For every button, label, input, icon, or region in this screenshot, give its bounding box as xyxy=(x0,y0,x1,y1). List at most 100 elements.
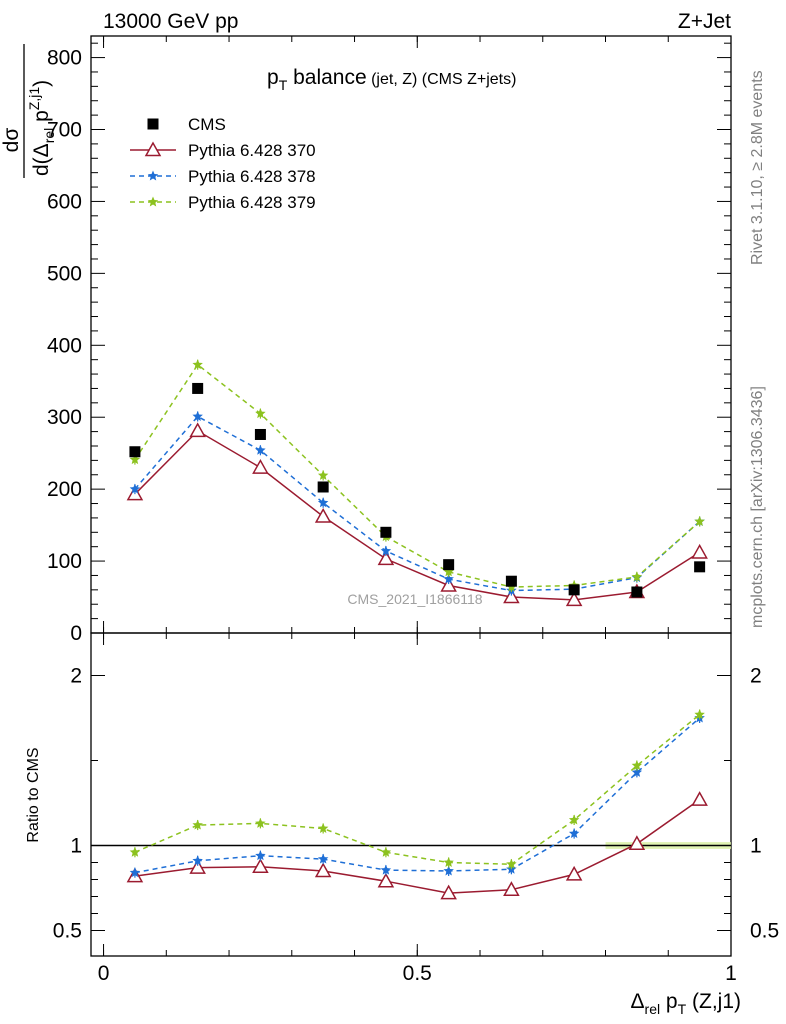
legend: CMS Pythia 6.428 370 Pythia 6.428 378 Pythi… xyxy=(130,115,316,212)
axis-ticks: 0 0.5 1 0 100 200 300 400 500 600 700 800 0.5 0.5 1 1 2 2 xyxy=(47,36,779,985)
legend-marker xyxy=(147,196,159,207)
data-point xyxy=(380,526,392,538)
ratio-point xyxy=(255,817,266,828)
legend-label: Pythia 6.428 378 xyxy=(188,167,316,186)
ratio-tick-label: 1 xyxy=(70,835,82,858)
ratio-tick-label: 0.5 xyxy=(53,920,82,943)
ratio-point xyxy=(691,791,708,806)
ratio-point xyxy=(628,835,646,851)
legend-label: Pythia 6.428 370 xyxy=(188,141,316,160)
data-point xyxy=(694,516,705,526)
ratio-point xyxy=(440,884,457,900)
ratio-point xyxy=(631,766,643,777)
ratio-point xyxy=(189,859,206,874)
x-tick-label: 1 xyxy=(725,962,737,985)
data-point xyxy=(443,573,454,584)
ratio-point xyxy=(506,858,517,869)
chart-title: pT balance (jet, Z) (CMS Z+jets) xyxy=(267,66,516,93)
top-panel-frame xyxy=(90,35,732,634)
legend-entry: Pythia 6.428 378 xyxy=(130,167,316,186)
data-point xyxy=(694,561,706,573)
ratio-point xyxy=(443,865,454,876)
data-point xyxy=(192,411,203,421)
ratio-point xyxy=(255,850,266,861)
data-point xyxy=(129,446,141,458)
series-line-values xyxy=(134,363,701,588)
legend-marker xyxy=(147,170,159,181)
series-layer xyxy=(126,359,708,900)
data-point xyxy=(631,571,643,582)
ratio-point xyxy=(503,881,520,896)
analysis-watermark: CMS_2021_I1866118 xyxy=(347,591,482,607)
legend-entry: Pythia 6.428 379 xyxy=(130,193,316,212)
ratio-panel-frame xyxy=(90,632,732,957)
y-tick-label: 700 xyxy=(47,119,82,142)
ratio-point xyxy=(314,862,332,878)
y-label-denominator: d(Δrel pZ,j1) xyxy=(26,80,57,176)
legend-label: Pythia 6.428 379 xyxy=(188,193,316,212)
x-tick-label: 0 xyxy=(98,962,110,985)
x-axis-label: Δrel pT (Z,j1) xyxy=(631,990,742,1017)
data-point xyxy=(377,550,395,566)
series-line-ratio xyxy=(134,717,701,874)
data-point xyxy=(254,428,266,440)
data-point xyxy=(568,584,580,596)
y-label-numerator: dσ xyxy=(0,128,23,153)
y-tick-label: 300 xyxy=(47,406,82,429)
y-tick-label: 500 xyxy=(47,262,82,285)
series-line-values xyxy=(134,415,701,592)
data-point xyxy=(565,591,583,607)
legend-entry: CMS xyxy=(147,115,226,134)
data-point xyxy=(192,359,203,370)
ratio-point xyxy=(568,814,580,825)
rivet-version-text: Rivet 3.1.10, ≥ 2.8M events xyxy=(749,70,766,265)
header-right: Z+Jet xyxy=(678,10,731,33)
series-0 xyxy=(129,382,706,598)
data-point xyxy=(255,408,266,419)
series-line-values xyxy=(134,429,701,601)
y-tick-label: 0 xyxy=(70,622,82,645)
data-point xyxy=(505,575,517,587)
data-point xyxy=(443,559,455,571)
ratio-point xyxy=(317,853,329,864)
ratio-point xyxy=(380,846,392,857)
y-axis-label-top: dσ d(Δrel pZ,j1) xyxy=(0,44,57,178)
ratio-point xyxy=(129,846,141,857)
ratio-tick-label-right: 2 xyxy=(750,665,762,688)
legend-entry: Pythia 6.428 370 xyxy=(130,141,316,160)
y-tick-label: 400 xyxy=(47,334,82,357)
data-point xyxy=(129,483,141,494)
legend-marker xyxy=(147,118,159,130)
series-line-ratio xyxy=(134,798,701,894)
legend-label: CMS xyxy=(188,115,226,134)
ratio-point xyxy=(380,864,392,875)
data-point xyxy=(380,545,392,556)
series-1 xyxy=(126,422,708,900)
mcplots-credit-text: mcplots.cern.ch [arXiv:1306.3436] xyxy=(749,386,766,628)
data-point xyxy=(691,543,708,559)
y-tick-label: 600 xyxy=(47,190,82,213)
data-point xyxy=(317,497,329,508)
series-3 xyxy=(129,359,705,870)
data-point xyxy=(314,507,332,523)
ratio-point xyxy=(565,865,583,881)
ratio-point xyxy=(377,872,395,888)
data-point xyxy=(192,382,204,394)
ratio-point xyxy=(568,828,580,839)
data-point xyxy=(503,588,520,604)
y-tick-label: 100 xyxy=(47,550,82,573)
y-axis-label-ratio: Ratio to CMS xyxy=(25,747,42,842)
data-point xyxy=(317,481,329,493)
legend-marker xyxy=(144,141,162,157)
data-point xyxy=(252,459,269,474)
ratio-tick-label-right: 0.5 xyxy=(750,920,779,943)
y-tick-label: 200 xyxy=(47,478,82,501)
data-point xyxy=(255,444,266,455)
ratio-point xyxy=(694,709,705,720)
ratio-tick-label-right: 1 xyxy=(750,835,762,858)
data-point xyxy=(443,566,454,577)
data-point xyxy=(189,422,206,438)
x-tick-label: 0.5 xyxy=(403,962,432,985)
ratio-point xyxy=(631,760,643,771)
